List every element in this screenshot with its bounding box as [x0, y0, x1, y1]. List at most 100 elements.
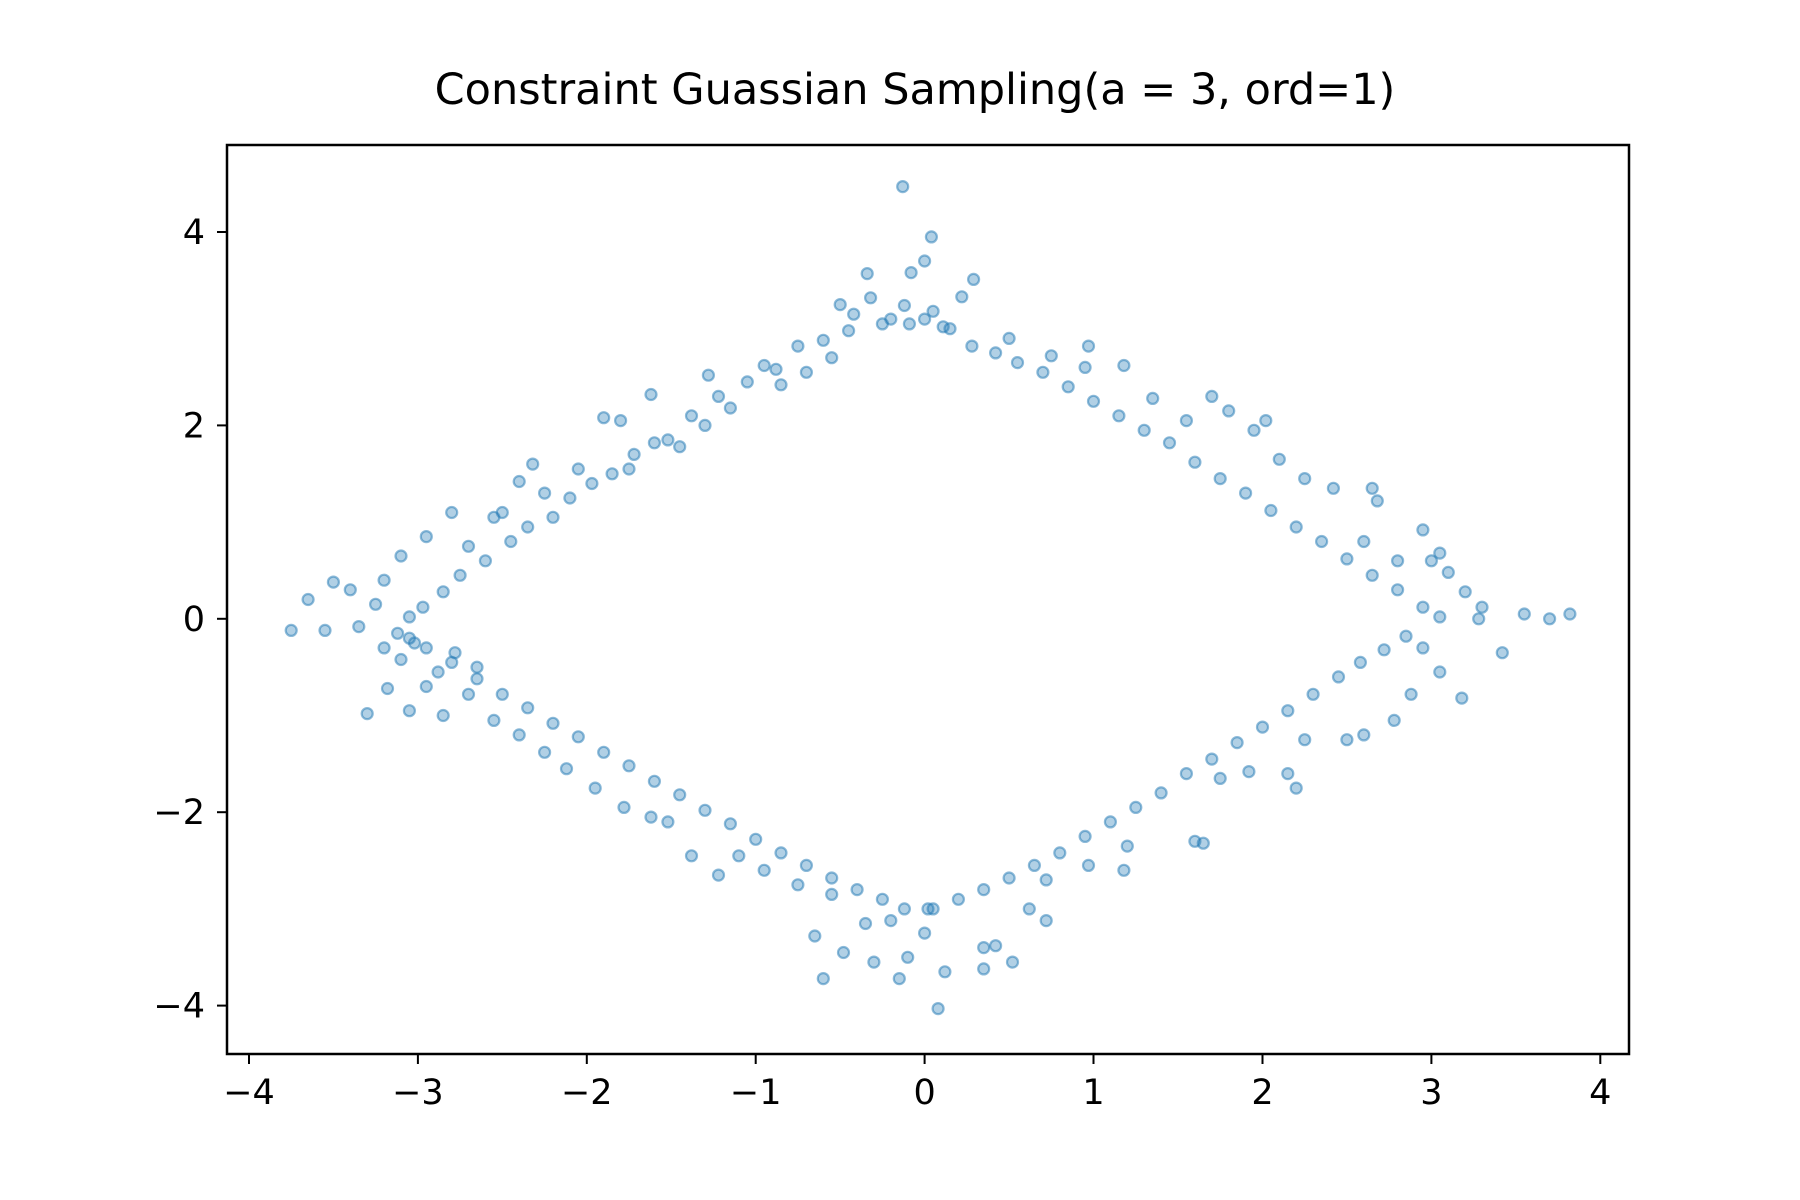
- x-tick-label: −4: [223, 1073, 275, 1113]
- scatter-point: [1326, 481, 1341, 495]
- scatter-point: [1086, 394, 1101, 408]
- scatter-point: [875, 892, 890, 906]
- scatter-point: [1472, 612, 1486, 626]
- scatter-point: [673, 440, 687, 454]
- scatter-point: [391, 626, 405, 640]
- scatter-point: [1495, 646, 1509, 660]
- scatter-point: [1039, 913, 1053, 928]
- scatter-point: [571, 462, 585, 476]
- scatter-point: [924, 230, 939, 244]
- scatter-point: [1390, 583, 1405, 597]
- scatter-point: [917, 312, 932, 326]
- scatter-point: [419, 529, 433, 544]
- scatter-point: [1044, 349, 1058, 363]
- scatter-point: [921, 902, 935, 916]
- scatter-point: [1146, 391, 1160, 405]
- scatter-point: [774, 846, 788, 860]
- scatter-point: [1247, 423, 1261, 437]
- scatter-point: [352, 619, 366, 634]
- x-tick-label: 3: [1420, 1073, 1442, 1113]
- scatter-point: [951, 892, 966, 906]
- scatter-point: [318, 623, 332, 638]
- scatter-point: [1281, 704, 1295, 718]
- scatter-point: [644, 387, 658, 402]
- scatter-point: [436, 708, 450, 723]
- scatter-point: [825, 871, 839, 885]
- scatter-point: [791, 878, 805, 892]
- scatter-point: [521, 520, 535, 534]
- scatter-point: [407, 636, 422, 650]
- scatter-point: [1387, 713, 1401, 728]
- axes-frame: [225, 143, 1631, 1056]
- scatter-point: [863, 291, 878, 305]
- x-tick-label: −1: [730, 1073, 782, 1113]
- scatter-point: [1078, 829, 1092, 844]
- scatter-point: [1455, 691, 1469, 705]
- scatter-point: [799, 365, 814, 379]
- scatter-point: [461, 687, 476, 701]
- scatter-point: [892, 971, 906, 986]
- scatter-point: [1027, 858, 1042, 873]
- scatter-point: [360, 706, 374, 721]
- scatter-point: [453, 568, 467, 582]
- y-tick-label: −4: [153, 987, 205, 1027]
- scatter-point: [1433, 610, 1447, 624]
- x-tick-label: 1: [1082, 1073, 1104, 1113]
- scatter-point: [711, 868, 726, 882]
- scatter-point: [1188, 455, 1202, 469]
- scatter-point: [1353, 655, 1368, 670]
- scatter-point: [1298, 733, 1312, 747]
- scatter-point: [1289, 781, 1303, 795]
- scatter-point: [988, 346, 1003, 360]
- scatter-point: [791, 339, 805, 353]
- scatter-point: [495, 505, 509, 520]
- scatter-point: [723, 817, 738, 831]
- scatter-point: [901, 950, 915, 964]
- scatter-point: [825, 351, 839, 365]
- scatter-point: [394, 549, 408, 563]
- scatter-point: [369, 597, 383, 611]
- scatter-point: [1179, 766, 1194, 781]
- scatter-point: [1259, 414, 1273, 428]
- scatter-point: [711, 389, 726, 403]
- scatter-point: [416, 600, 430, 614]
- scatter-point: [1053, 846, 1067, 860]
- scatter-point: [943, 322, 957, 336]
- y-tick-label: −2: [153, 793, 205, 833]
- scatter-point: [588, 781, 602, 795]
- scatter-point: [833, 298, 847, 312]
- scatter-point: [841, 324, 856, 338]
- scatter-point: [1331, 670, 1346, 684]
- scatter-point: [904, 266, 918, 280]
- scatter-point: [521, 701, 535, 715]
- scatter-point: [1357, 728, 1371, 742]
- scatter-point: [394, 652, 408, 667]
- scatter-point: [1433, 665, 1447, 679]
- scatter-point: [673, 788, 687, 802]
- scatter-point: [1002, 871, 1016, 885]
- scatter-point: [1112, 409, 1126, 423]
- scatter-point: [461, 539, 476, 553]
- scatter-point: [1238, 486, 1253, 500]
- scatter-point: [836, 945, 851, 960]
- scatter-point: [661, 433, 675, 447]
- scatter-point: [537, 486, 552, 500]
- scatter-point: [799, 858, 814, 873]
- scatter-point: [1377, 643, 1391, 657]
- scatter-point: [343, 583, 357, 597]
- scatter-point: [1213, 472, 1227, 486]
- scatter-point: [757, 358, 771, 373]
- scatter-point: [938, 965, 952, 979]
- scatter-point: [774, 378, 788, 392]
- scatter-point: [977, 882, 991, 897]
- scatter-point: [977, 940, 991, 955]
- scatter-point: [605, 467, 619, 481]
- scatter-point: [284, 623, 298, 638]
- scatter-point: [537, 745, 552, 759]
- scatter-point: [613, 414, 628, 428]
- scatter-point: [860, 267, 874, 281]
- scatter-point: [917, 926, 932, 940]
- scatter-point: [504, 534, 518, 549]
- scatter-point: [419, 641, 433, 655]
